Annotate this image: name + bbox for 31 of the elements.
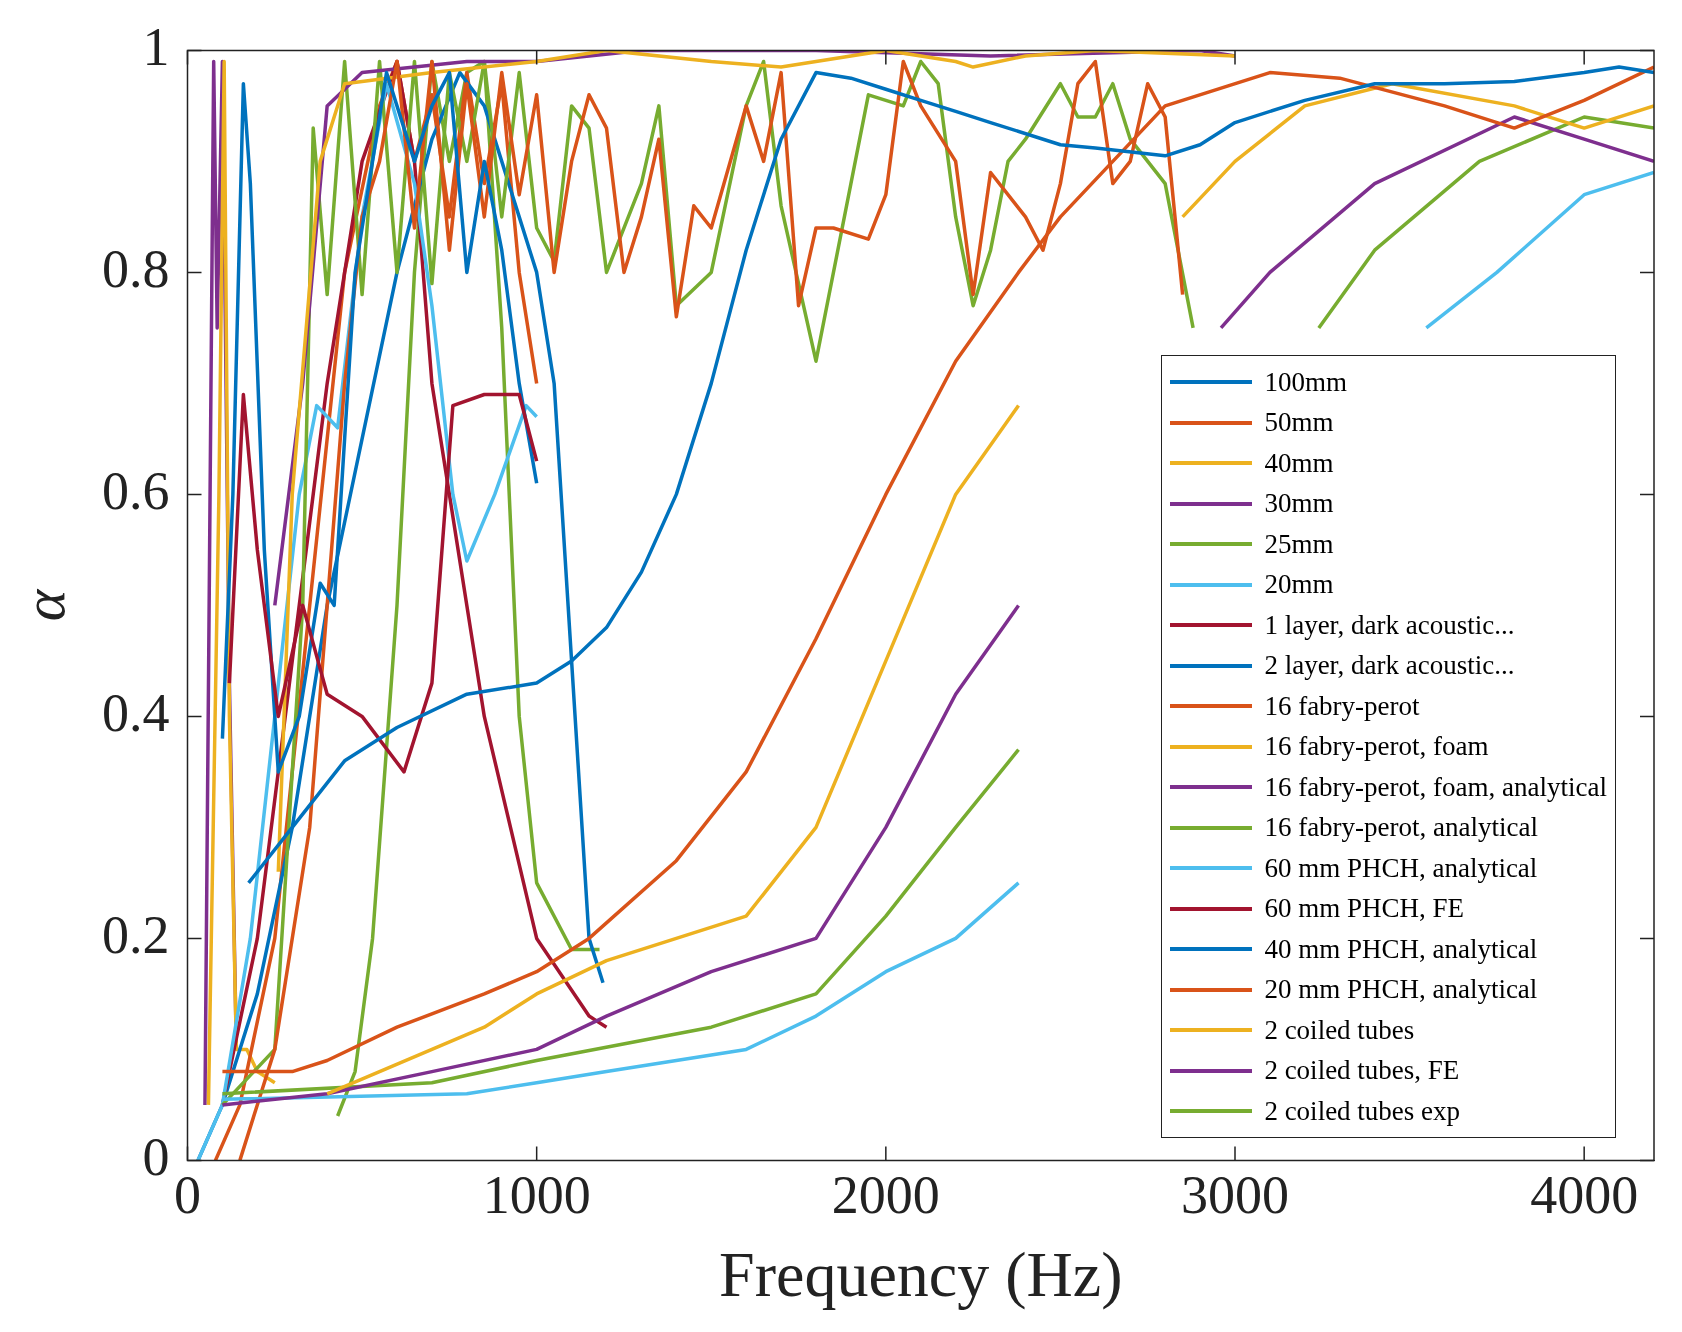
legend-label: 40 mm PHCH, analytical bbox=[1264, 932, 1538, 966]
x-tick-label: 4000 bbox=[1530, 1164, 1639, 1225]
y-tick-label: 0 bbox=[142, 1126, 170, 1187]
y-tick-label: 0.2 bbox=[102, 904, 170, 965]
legend-label: 16 fabry-perot, foam, analytical bbox=[1264, 770, 1607, 804]
legend-label: 100mm bbox=[1264, 365, 1347, 399]
x-tick-label: 2000 bbox=[831, 1164, 940, 1225]
legend-label: 40mm bbox=[1264, 446, 1334, 480]
legend-label: 2 layer, dark acoustic... bbox=[1264, 649, 1515, 683]
y-tick-label: 1 bbox=[142, 16, 170, 77]
y-tick-label: 0.4 bbox=[102, 682, 170, 743]
legend-label: 16 fabry-perot bbox=[1264, 689, 1420, 723]
legend-label: 2 coiled tubes bbox=[1264, 1013, 1415, 1047]
legend-label: 20mm bbox=[1264, 568, 1334, 602]
legend-label: 60 mm PHCH, FE bbox=[1264, 892, 1464, 926]
legend-label: 25mm bbox=[1264, 527, 1334, 561]
x-axis-title: Frequency (Hz) bbox=[719, 1239, 1123, 1311]
legend-label: 60 mm PHCH, analytical bbox=[1264, 851, 1538, 885]
legend-label: 50mm bbox=[1264, 406, 1334, 440]
legend-label: 16 fabry-perot, analytical bbox=[1264, 811, 1539, 845]
x-tick-label: 3000 bbox=[1181, 1164, 1289, 1225]
legend-label: 2 coiled tubes exp bbox=[1264, 1094, 1461, 1128]
y-tick-label: 0.8 bbox=[102, 238, 170, 299]
legend-label: 1 layer, dark acoustic... bbox=[1264, 608, 1515, 642]
legend-label: 20 mm PHCH, analytical bbox=[1264, 973, 1538, 1007]
y-tick-label: 0.6 bbox=[102, 460, 170, 521]
x-tick-label: 1000 bbox=[482, 1164, 591, 1225]
legend-label: 2 coiled tubes, FE bbox=[1264, 1054, 1460, 1088]
y-axis-title: α bbox=[10, 588, 77, 622]
legend-label: 16 fabry-perot, foam bbox=[1264, 730, 1489, 764]
legend-label: 30mm bbox=[1264, 487, 1334, 521]
